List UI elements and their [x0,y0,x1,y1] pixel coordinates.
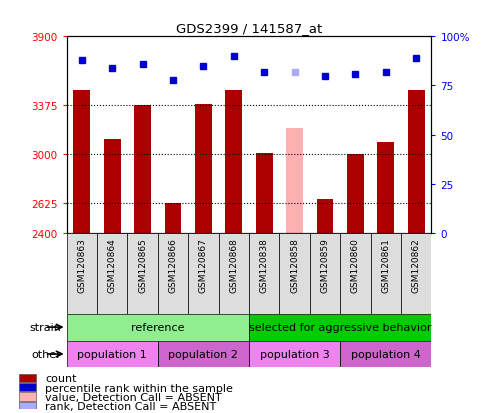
Bar [19,383,36,392]
Bar [134,106,151,233]
Text: population 4: population 4 [351,349,421,359]
Text: selected for aggressive behavior: selected for aggressive behavior [249,322,431,332]
Text: GSM120864: GSM120864 [107,237,117,292]
Bar [280,233,310,314]
Text: reference: reference [131,322,184,332]
Bar [127,233,158,314]
Bar [347,155,364,233]
Bar [249,233,280,314]
Bar [67,341,158,368]
Bar [256,154,273,233]
Text: GSM120868: GSM120868 [229,237,238,292]
Bar [19,402,36,410]
Bar [286,129,303,233]
Text: value, Detection Call = ABSENT: value, Detection Call = ABSENT [45,392,222,402]
Bar [340,233,371,314]
Text: GSM120867: GSM120867 [199,237,208,292]
Bar [67,233,97,314]
Bar [401,233,431,314]
Bar [340,341,431,368]
Text: other: other [32,349,62,359]
Text: percentile rank within the sample: percentile rank within the sample [45,383,233,393]
Text: GSM120861: GSM120861 [381,237,390,292]
Bar [19,392,36,401]
Bar [67,314,249,341]
Bar [19,374,36,382]
Title: GDS2399 / 141587_at: GDS2399 / 141587_at [176,21,322,35]
Text: population 1: population 1 [77,349,147,359]
Bar [97,233,127,314]
Text: GSM120859: GSM120859 [320,237,329,292]
Bar [188,233,218,314]
Text: GSM120866: GSM120866 [169,237,177,292]
Bar [104,139,120,233]
Bar [73,91,90,233]
Bar [378,143,394,233]
Text: population 3: population 3 [260,349,329,359]
Bar [158,341,249,368]
Bar [158,233,188,314]
Text: count: count [45,373,77,383]
Text: population 2: population 2 [169,349,238,359]
Bar [249,341,340,368]
Bar [371,233,401,314]
Text: GSM120858: GSM120858 [290,237,299,292]
Bar [165,203,181,233]
Bar [310,233,340,314]
Bar [249,314,431,341]
Text: GSM120863: GSM120863 [77,237,86,292]
Bar [408,91,424,233]
Text: GSM120860: GSM120860 [351,237,360,292]
Text: GSM120838: GSM120838 [260,237,269,292]
Text: rank, Detection Call = ABSENT: rank, Detection Call = ABSENT [45,401,216,411]
Text: GSM120865: GSM120865 [138,237,147,292]
Bar [317,199,333,233]
Text: strain: strain [30,322,62,332]
Bar [195,104,211,233]
Bar [218,233,249,314]
Text: GSM120862: GSM120862 [412,237,421,292]
Bar [225,91,242,233]
